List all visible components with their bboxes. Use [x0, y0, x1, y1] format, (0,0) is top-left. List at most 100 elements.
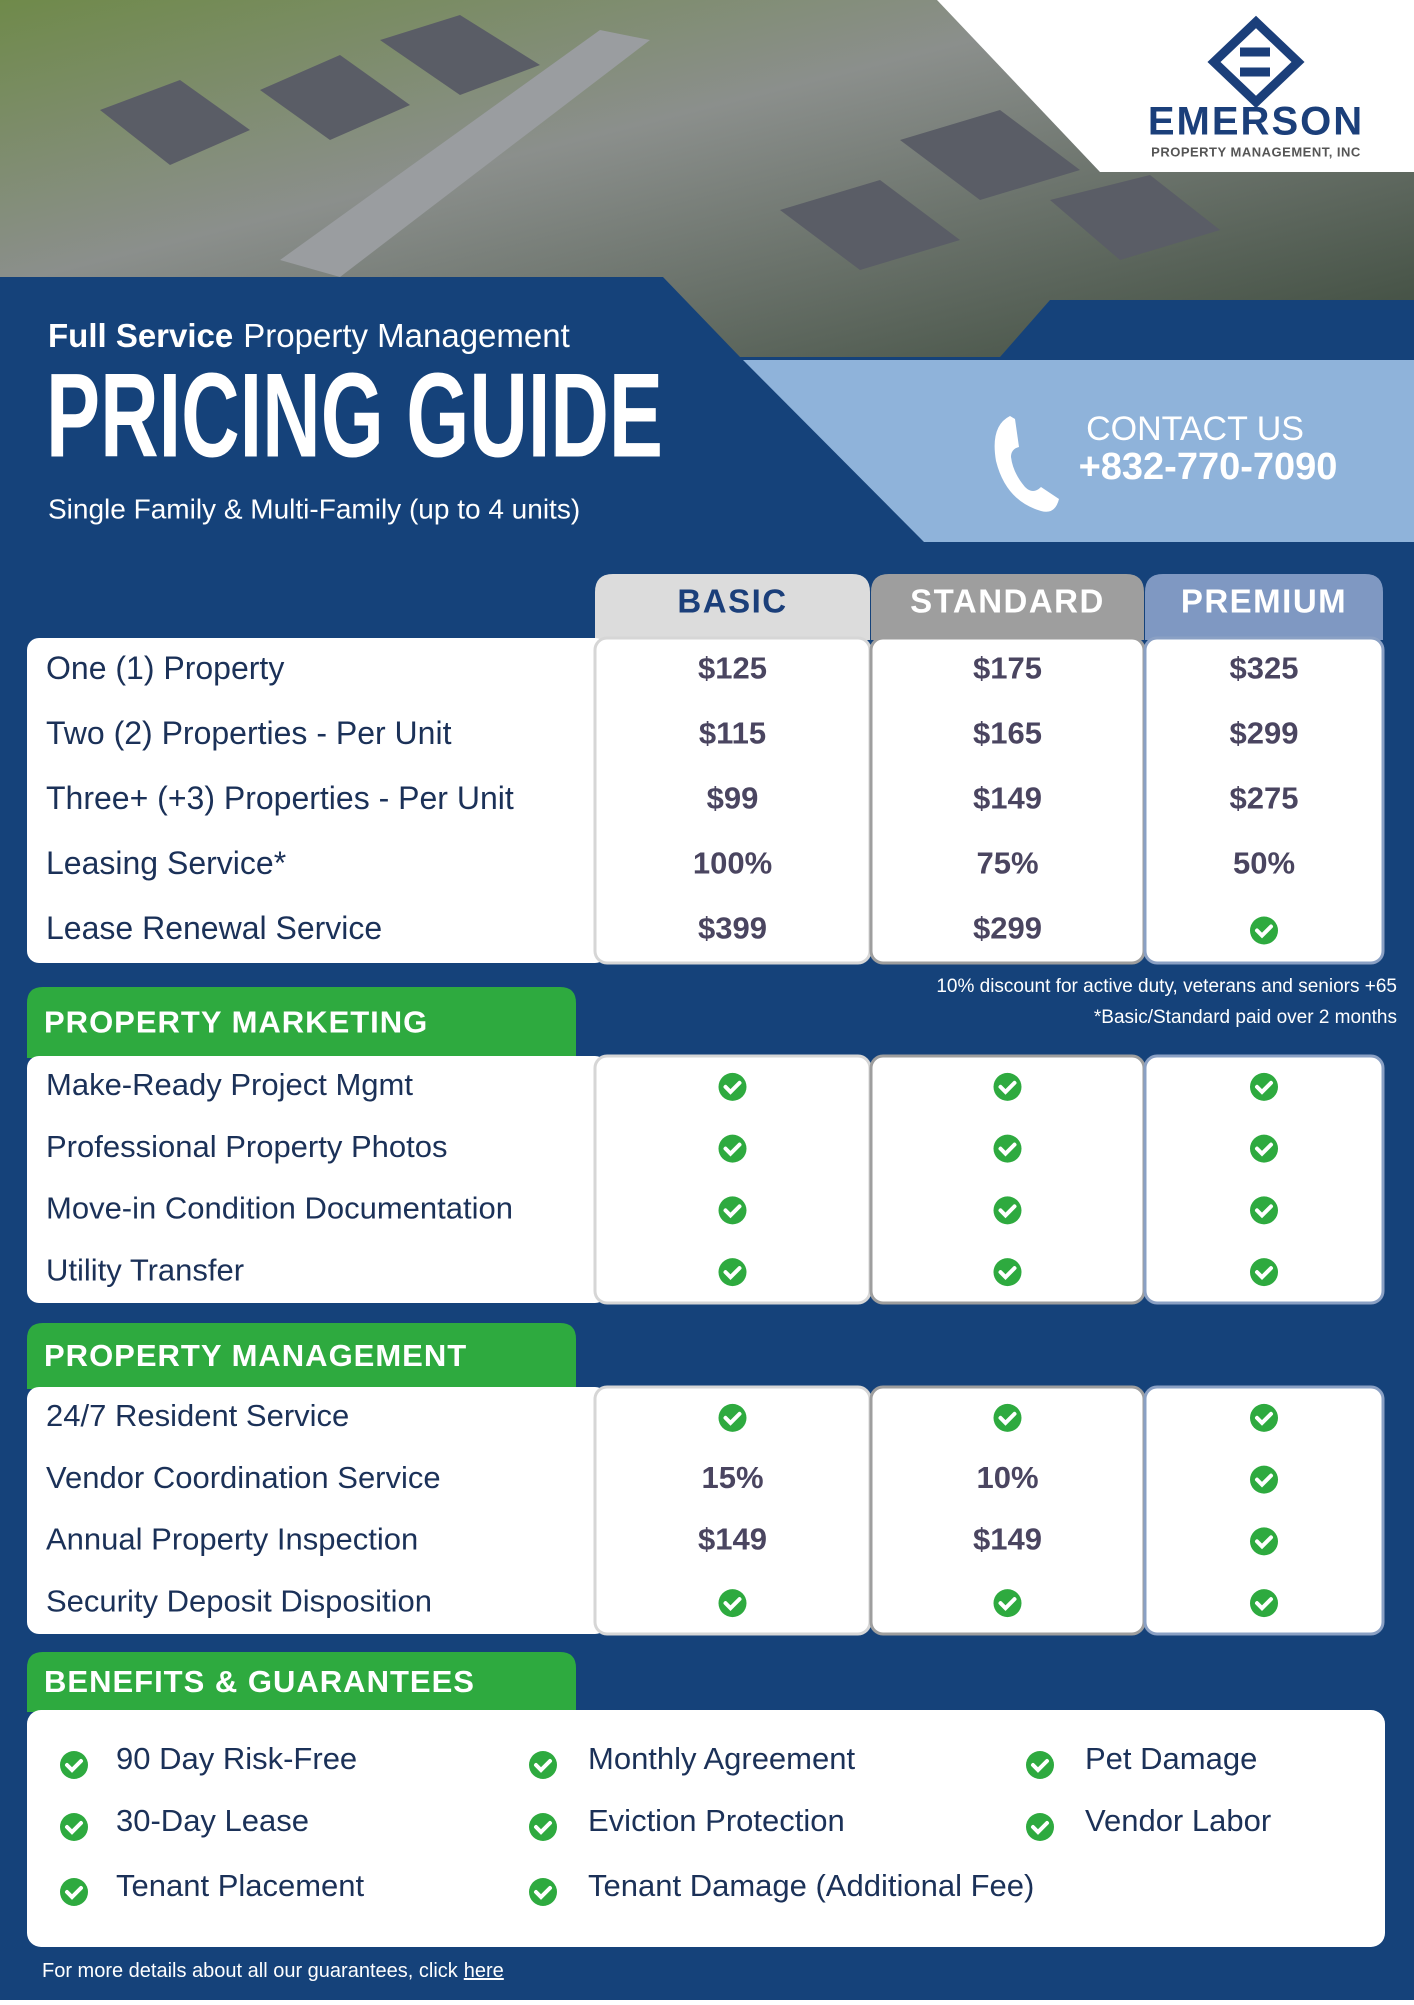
benefit-item: 30-Day Lease	[116, 1803, 309, 1838]
contact-phone: +832-770-7090	[1079, 446, 1338, 488]
footer-link[interactable]: here	[464, 1960, 504, 1982]
check-mark	[723, 1204, 742, 1219]
row-label: Annual Property Inspection	[46, 1522, 418, 1557]
check-mark	[1255, 1597, 1273, 1611]
cell-value: $125	[698, 651, 767, 686]
cell-value: 50%	[1233, 846, 1295, 881]
cell-value: 75%	[976, 846, 1038, 881]
check-mark	[1255, 1473, 1273, 1488]
plan-name: BASIC	[677, 583, 787, 620]
row-label: Leasing Service*	[46, 845, 286, 881]
contact-panel	[743, 360, 1414, 542]
check-icon	[1250, 1403, 1278, 1432]
check-mark	[998, 1597, 1017, 1611]
plan-header	[595, 574, 870, 640]
check-icon	[60, 1751, 88, 1779]
check-icon	[529, 1751, 557, 1779]
note: *Basic/Standard paid over 2 months	[1094, 1007, 1397, 1028]
label-box	[27, 1056, 607, 1303]
check-mark	[998, 1204, 1017, 1219]
plan-header	[871, 574, 1144, 640]
check-icon	[1250, 1465, 1278, 1494]
title-bold: Full Service	[48, 317, 233, 354]
cell-value: $99	[707, 781, 759, 816]
row-label: Move-in Condition Documentation	[46, 1191, 513, 1226]
row-label: Three+ (+3) Properties - Per Unit	[46, 780, 514, 816]
cell-value: $325	[1230, 651, 1299, 686]
row-label: One (1) Property	[46, 650, 284, 686]
section-tab	[27, 1652, 576, 1712]
header-title: Full Service Property Management	[48, 317, 570, 354]
check-icon	[993, 1403, 1022, 1432]
plan-column	[1143, 1385, 1385, 1636]
cell-value: $149	[973, 1522, 1042, 1557]
row-label: 24/7 Resident Service	[46, 1398, 349, 1433]
check-mark	[723, 1142, 742, 1157]
cell-value: $299	[1230, 716, 1299, 751]
check-icon	[718, 1403, 747, 1432]
label-box	[27, 1387, 607, 1634]
benefit-item: Tenant Placement	[116, 1868, 365, 1903]
cell-value: 100%	[693, 846, 772, 881]
check-icon	[993, 1196, 1022, 1225]
check-mark	[1255, 1204, 1273, 1219]
check-mark	[723, 1597, 742, 1611]
plan-column	[1143, 1054, 1385, 1305]
check-icon	[1026, 1751, 1054, 1779]
row-label: Security Deposit Disposition	[46, 1583, 432, 1618]
row-label: Lease Renewal Service	[46, 910, 382, 946]
check-icon	[718, 1196, 747, 1225]
plan-column	[1143, 636, 1385, 965]
plan-name: PREMIUM	[1181, 583, 1347, 620]
section-title: PROPERTY MANAGEMENT	[44, 1338, 467, 1373]
benefit-item: Vendor Labor	[1085, 1803, 1271, 1838]
check-mark	[998, 1142, 1017, 1157]
title-rest: Property Management	[243, 317, 570, 354]
check-mark	[1031, 1759, 1049, 1773]
plan-header	[1145, 574, 1383, 640]
logo-panel	[937, 0, 1414, 172]
section-title: BENEFITS & GUARANTEES	[44, 1664, 475, 1699]
check-mark	[1255, 1535, 1273, 1550]
check-mark	[1255, 924, 1273, 939]
check-mark	[534, 1759, 552, 1773]
benefit-item: Eviction Protection	[588, 1803, 845, 1838]
check-icon	[993, 1134, 1022, 1163]
row-label: Vendor Coordination Service	[46, 1460, 441, 1495]
check-icon	[1250, 916, 1278, 945]
brand-tagline: PROPERTY MANAGEMENT, INC	[1151, 144, 1361, 159]
brand-name: EMERSON	[1148, 100, 1364, 144]
check-mark	[534, 1821, 552, 1835]
row-label: Utility Transfer	[46, 1252, 244, 1287]
label-box	[27, 638, 607, 963]
row-label: Make-Ready Project Mgmt	[46, 1067, 413, 1102]
check-mark	[723, 1411, 742, 1426]
cell-value: $175	[973, 651, 1042, 686]
check-icon	[993, 1072, 1022, 1101]
check-mark	[998, 1080, 1017, 1095]
check-mark	[998, 1266, 1017, 1280]
check-icon	[718, 1134, 747, 1163]
check-mark	[1031, 1821, 1049, 1835]
check-mark	[65, 1886, 83, 1900]
check-icon	[529, 1813, 557, 1841]
row-label: Two (2) Properties - Per Unit	[46, 715, 452, 751]
note: 10% discount for active duty, veterans a…	[936, 976, 1397, 997]
check-mark	[1255, 1266, 1273, 1280]
check-icon	[1026, 1813, 1054, 1841]
check-mark	[1255, 1080, 1273, 1095]
benefit-item: 90 Day Risk-Free	[116, 1741, 357, 1776]
section-tab	[27, 1323, 576, 1389]
logo-icon	[1207, 15, 1305, 109]
check-icon	[1250, 1589, 1278, 1618]
check-icon	[1250, 1134, 1278, 1163]
check-icon	[1250, 1258, 1278, 1287]
check-icon	[60, 1878, 88, 1906]
check-mark	[65, 1759, 83, 1773]
check-icon	[718, 1072, 747, 1101]
check-icon	[60, 1813, 88, 1841]
footer-text: For more details about all our guarantee…	[42, 1960, 459, 1982]
check-mark	[998, 1411, 1017, 1426]
cell-value: $115	[699, 716, 766, 751]
